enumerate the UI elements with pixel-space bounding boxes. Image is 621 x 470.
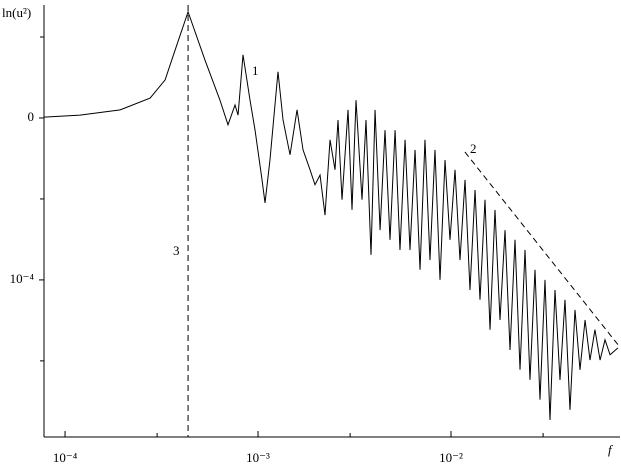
y-axis-label: ln(u²) [2, 5, 31, 20]
annotation: 1 [252, 63, 259, 78]
reference-line [464, 151, 619, 345]
annotation: 2 [470, 141, 477, 156]
x-tick-label: 10⁻³ [246, 450, 270, 465]
x-tick-label: 10⁻⁴ [53, 450, 78, 465]
annotation: 3 [173, 243, 180, 258]
data-line [43, 10, 619, 421]
x-tick-label: 10⁻² [439, 450, 463, 465]
x-axis-label: f [608, 442, 614, 457]
y-tick-label: 0 [28, 109, 35, 124]
y-tick-label: 10⁻⁴ [10, 271, 35, 286]
